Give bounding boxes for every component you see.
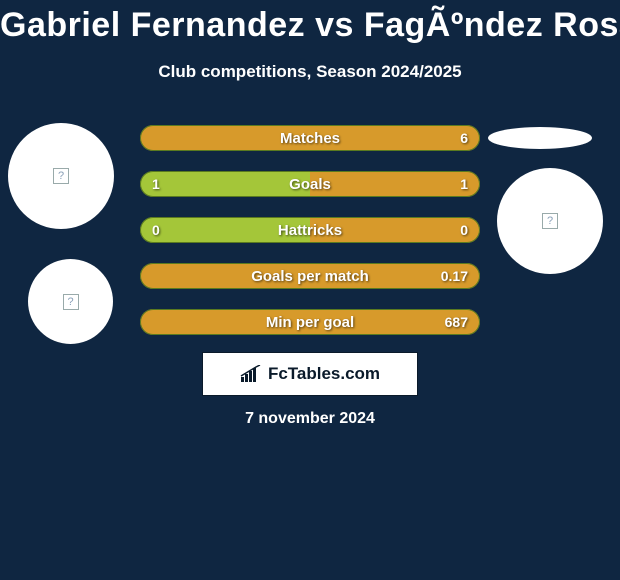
- brand-text: FcTables.com: [268, 364, 380, 384]
- stats-bars: Matches6 Goals11 Hattricks00 Goals per matc…: [140, 125, 480, 355]
- date-text: 7 november 2024: [0, 410, 620, 428]
- player2-club: ?: [497, 168, 603, 274]
- image-placeholder-icon: ?: [542, 213, 558, 229]
- brand-chart-icon: [240, 365, 262, 383]
- stat-bar: Min per goal687: [140, 309, 480, 335]
- image-placeholder-icon: ?: [63, 294, 79, 310]
- stat-bar: Hattricks00: [140, 217, 480, 243]
- player2-avatar-ellipse: [488, 127, 592, 149]
- image-placeholder-icon: ?: [53, 168, 69, 184]
- page-subtitle: Club competitions, Season 2024/2025: [0, 62, 620, 82]
- stat-bar: Matches6: [140, 125, 480, 151]
- stat-bar: Goals per match0.17: [140, 263, 480, 289]
- page-title: Gabriel Fernandez vs FagÃºndez Rosa: [0, 6, 620, 45]
- brand-badge: FcTables.com: [202, 352, 418, 396]
- player1-club: ?: [28, 259, 113, 344]
- player1-avatar: ?: [8, 123, 114, 229]
- stat-bar: Goals11: [140, 171, 480, 197]
